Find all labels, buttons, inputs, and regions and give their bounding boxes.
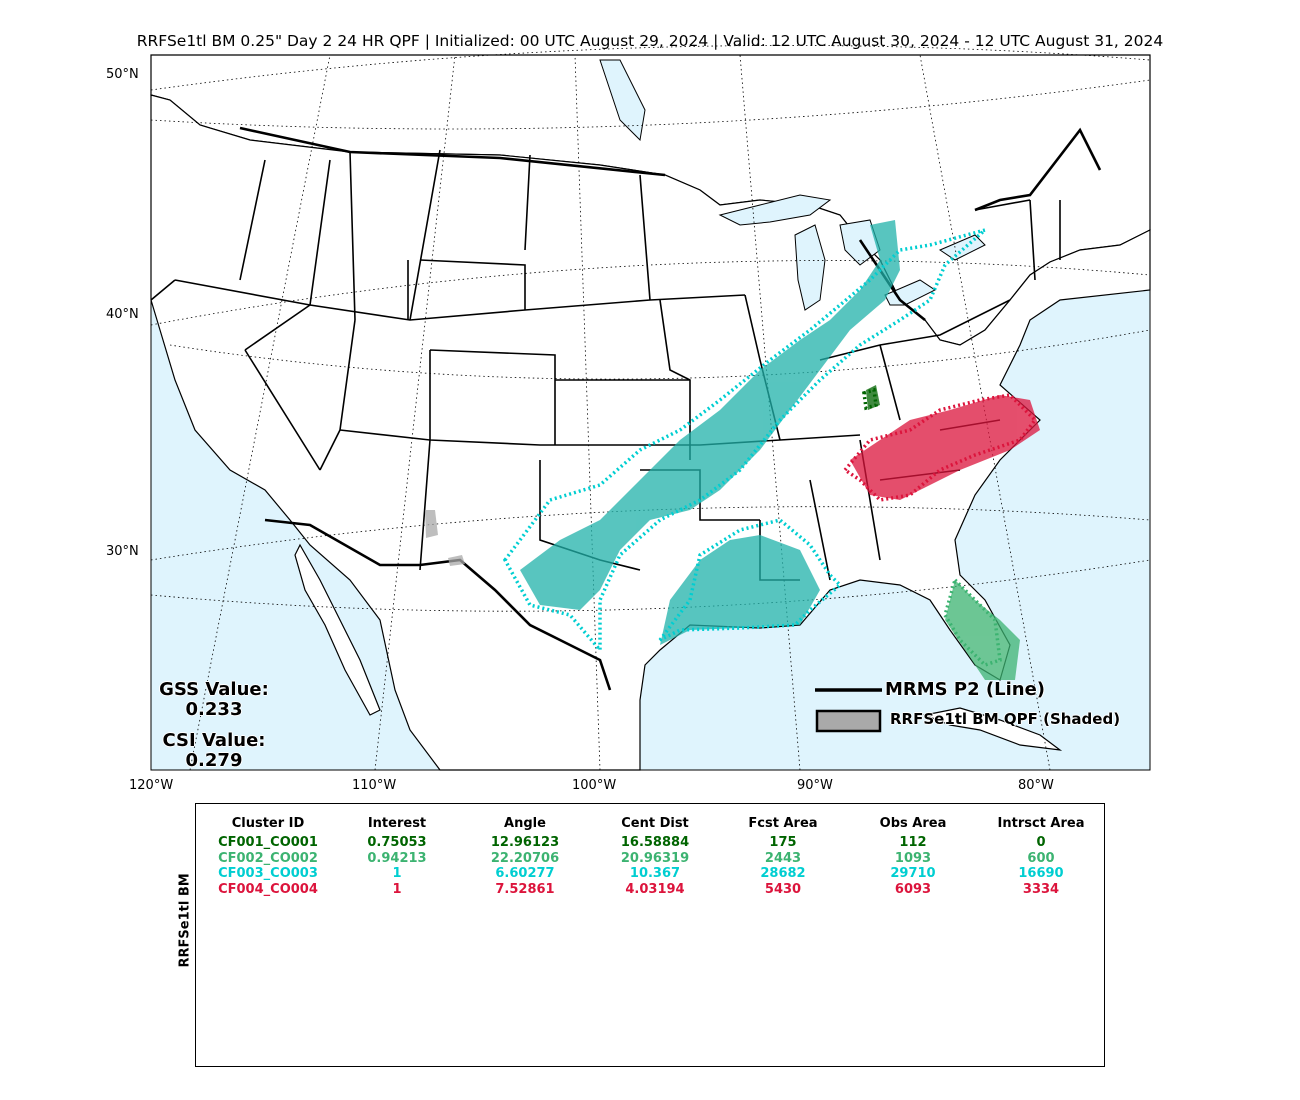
table-cell: CF002_CO002 [218,850,318,866]
table-header-cell: Angle [504,816,546,831]
table-cell: 600 [1027,850,1055,866]
table-cell: 3334 [1022,881,1060,897]
table-cell: CF004_CO004 [218,881,318,897]
table-cell: CF003_CO003 [218,866,318,881]
land [150,54,1151,771]
csi-label: CSI Value: [162,730,266,751]
table-cell: 5430 [764,881,802,897]
legend-line-label: MRMS P2 (Line) [885,679,1046,700]
lat-label-50: 50°N [106,67,139,82]
table-cell: 0 [1036,835,1046,850]
table-cell: 20.96319 [620,850,690,866]
table-cell: 22.20706 [490,850,560,866]
table-cell: 1093 [894,850,932,866]
table-cell: 112 [899,835,927,850]
table-cell: 0.75053 [367,835,427,850]
lon-label-80: 80°W [1018,778,1054,793]
table-cell: 10.367 [629,866,681,881]
lat-label-40: 40°N [106,307,139,322]
lon-label-120: 120°W [129,778,174,793]
cyan-observed-line [502,228,987,655]
lon-label-90: 90°W [797,778,833,793]
national-borders [239,126,1102,691]
table-header-cell: Interest [367,816,427,831]
table-header-cell: Obs Area [879,816,947,831]
table-side-label: RRFSe1tl BM [177,873,193,968]
table-cell: 29710 [890,866,936,881]
gray-unmatched-2 [448,555,465,566]
observed-outlines [502,228,1038,668]
cyan-observed-gulf [658,518,843,642]
table-cell: 7.52861 [495,881,555,897]
stats-table [195,803,1105,1067]
table-cell: 6093 [894,881,932,897]
map-frame [150,54,1151,771]
table-header-cell: Intrsct Area [997,816,1085,831]
lat-label-30: 30°N [106,544,139,559]
table-header-cell: Fcst Area [748,816,818,831]
darkgreen-observed-line [862,387,878,411]
cuba-land [922,707,1063,751]
table-cell: 1 [392,881,402,897]
table-cell: CF001_CO001 [218,835,318,850]
red-forecast-area [850,395,1040,500]
lon-label-110: 110°W [352,778,397,793]
red-observed-line [842,393,1038,502]
cyan-forecast-gulf [660,535,820,645]
legend-shaded-label: RRFSe1tl BM QPF (Shaded) [890,710,1121,728]
csi-value: 0.279 [185,750,243,771]
gss-label: GSS Value: [159,679,269,700]
green-forecast-area [945,580,1020,680]
table-cell: 6.60277 [495,866,555,881]
forecast-clusters [425,220,1040,680]
table-cell: 1 [392,866,402,881]
gray-unmatched-1 [425,510,438,538]
table-cell: 4.03194 [625,881,685,897]
table-cell: 175 [769,835,797,850]
table-cell: 16.58884 [620,835,690,850]
table-cell: 0.94213 [367,850,427,866]
table-header-cell: Cent Dist [621,816,689,831]
table-cell: 2443 [764,850,802,866]
lon-label-100: 100°W [572,778,617,793]
table-cell: 12.96123 [490,835,560,850]
cyan-forecast-area [520,220,900,610]
qpf-map [150,45,1151,771]
legend-shaded-symbol [815,709,882,733]
great-lakes [599,59,986,311]
baja-land [294,543,381,716]
gss-value: 0.233 [185,699,243,720]
table-cell: 16690 [1018,866,1064,881]
map-title: RRFSe1tl BM 0.25" Day 2 24 HR QPF | Init… [136,32,1164,50]
graticule [150,45,1151,771]
table-cell: 28682 [760,866,806,881]
table-header-cell: Cluster ID [231,816,305,831]
